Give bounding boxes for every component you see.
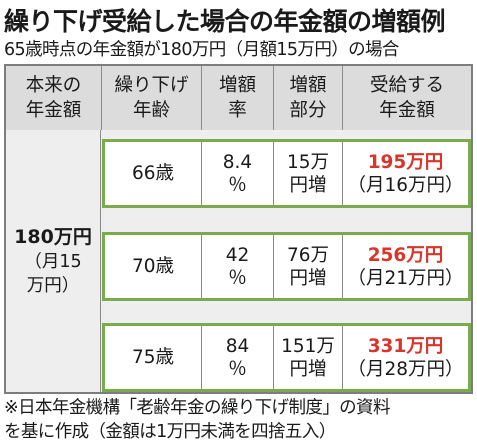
basic-amount: 180万円 bbox=[14, 226, 92, 248]
basic-monthly-line-1: （月15 bbox=[24, 252, 82, 272]
deferral-age: 75歳 bbox=[105, 326, 202, 389]
table-header: 本来の 年金額 繰り下げ 年齢 増額率 増額 部分 受給する 年金額 bbox=[6, 66, 471, 130]
deferral-age: 66歳 bbox=[105, 142, 202, 205]
page-subtitle: 65歳時点の年金額が180万円（月額15万円）の場合 bbox=[4, 40, 399, 60]
source-note: ※日本年金機構「老齢年金の繰り下げ制度」の資料 を基に作成（金額は1万円未満を四… bbox=[4, 396, 474, 444]
table-row: 66歳 8.4 ％ 15万 円増 195万円 （月16万円） bbox=[102, 139, 471, 208]
received-amount: 195万円 （月16万円） bbox=[347, 151, 464, 196]
header-received-amount: 受給する 年金額 bbox=[369, 75, 444, 121]
header-increase-portion: 増額 部分 bbox=[274, 66, 343, 130]
pension-table: 本来の 年金額 繰り下げ 年齢 増額率 増額 部分 受給する 年金額 180万円 （月1… bbox=[4, 64, 473, 394]
increase-portion: 76万 円増 bbox=[274, 235, 343, 298]
increase-portion: 15万 円増 bbox=[274, 142, 343, 205]
increase-portion: 151万 円増 bbox=[274, 326, 343, 389]
increase-rate: 8.4 ％ bbox=[202, 142, 274, 205]
source-note-line-1: ※日本年金機構「老齢年金の繰り下げ制度」の資料 bbox=[4, 398, 390, 418]
increase-rate: 84 ％ bbox=[202, 326, 274, 389]
header-increase-rate: 増額率 bbox=[202, 66, 274, 130]
received-amount: 256万円 （月21万円） bbox=[347, 244, 464, 289]
header-basic-amount: 本来の 年金額 bbox=[6, 66, 102, 130]
header-deferral-age: 繰り下げ 年齢 bbox=[102, 66, 202, 130]
increase-rate: 42 ％ bbox=[202, 235, 274, 298]
deferral-age: 70歳 bbox=[105, 235, 202, 298]
table-row: 75歳 84 ％ 151万 円増 331万円 （月28万円） bbox=[102, 323, 471, 392]
basic-monthly-line-2: 万円） bbox=[26, 276, 80, 296]
received-amount: 331万円 （月28万円） bbox=[347, 335, 464, 380]
basic-amount-cell: 180万円 （月15 万円） bbox=[6, 130, 101, 392]
table-row: 70歳 42 ％ 76万 円増 256万円 （月21万円） bbox=[102, 232, 471, 301]
source-note-line-2: を基に作成（金額は1万円未満を四捨五入） bbox=[4, 422, 336, 442]
page-title: 繰り下げ受給した場合の年金額の増額例 bbox=[4, 7, 446, 36]
